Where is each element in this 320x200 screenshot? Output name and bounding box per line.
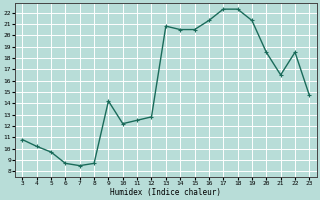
X-axis label: Humidex (Indice chaleur): Humidex (Indice chaleur) [110,188,221,197]
